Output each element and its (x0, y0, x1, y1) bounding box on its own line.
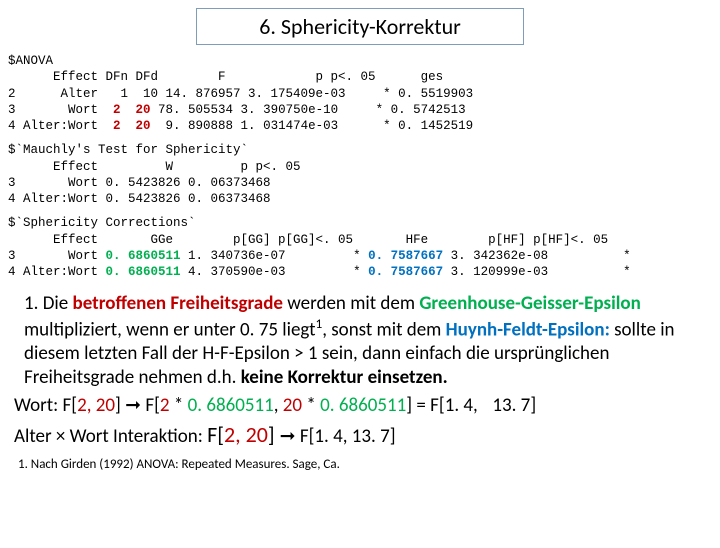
corr-col-header: Effect GGe p[GG] p[GG]<. 05 HFe p[HF] p[… (8, 233, 608, 247)
anova-row-1-lead: 2 Alter 1 10 (8, 87, 166, 101)
corr-row-1-lead: 3 Wort (8, 249, 106, 263)
anova-row-3-lead: 4 Alter:Wort (8, 119, 113, 133)
anova-output-block: $ANOVA Effect DFn DFd F p p<. 05 ges 2 A… (8, 51, 720, 140)
w-d: 2 (160, 394, 174, 417)
i-d: ] (268, 421, 280, 448)
anova-row-2-df: 2 20 (113, 103, 158, 117)
corr-row-1-gge: 0. 6860511 (106, 249, 189, 263)
anova-header: $ANOVA (8, 54, 53, 68)
i-a: Alter × Wort Interaktion: (14, 425, 207, 448)
corr-row-1-end: 3. 342362e-08 * (451, 249, 631, 263)
wort-line: Wort: F[2, 20] ➞ F[2 * 0. 6860511, 20 * … (0, 392, 720, 420)
w-g: , (274, 394, 283, 417)
w-e: * (174, 394, 188, 417)
i-c: 2, 20 (224, 421, 268, 448)
anova-row-1-vals: 14. 876957 3. 175409e-03 * 0. 5519903 (166, 87, 474, 101)
mauchly-col-header: Effect W p p<. 05 (8, 160, 301, 174)
w-a: Wort: F[ (14, 394, 77, 417)
anova-row-3-df: 2 20 (113, 119, 166, 133)
mauchly-row-1: 3 Wort 0. 5423826 0. 06373468 (8, 176, 271, 190)
corr-row-2-lead: 4 Alter:Wort (8, 265, 106, 279)
corr-row-1-hfe: 0. 7587667 (368, 249, 451, 263)
corrections-output-block: $`Sphericity Corrections` Effect GGe p[G… (8, 213, 720, 286)
p1-t1: 1. Die (24, 292, 73, 315)
w-j: 0. 6860511 (320, 394, 406, 417)
w-i: * (306, 394, 320, 417)
w-k: ] = F[1. 4, 13. 7] (406, 394, 536, 417)
i-b: F[ (207, 421, 224, 448)
p1-nokorr: keine Korrektur einsetzen. (241, 366, 448, 389)
explanation-paragraph: 1. Die betroffenen Freiheitsgrade werden… (0, 286, 720, 391)
p1-t3: werden mit dem (287, 292, 419, 315)
mauchly-row-2: 4 Alter:Wort 0. 5423826 0. 06373468 (8, 192, 271, 206)
w-f: 0. 6860511 (188, 394, 274, 417)
mauchly-header: $`Mauchly's Test for Sphericity` (8, 143, 248, 157)
section-title: 6. Sphericity-Korrektur (259, 13, 461, 40)
corr-row-2-end: 3. 120999e-03 * (451, 265, 631, 279)
p1-t6: , sonst mit dem (322, 318, 445, 341)
w-b: 2, 20 (77, 394, 115, 417)
corr-row-1-mid: 1. 340736e-07 * (188, 249, 368, 263)
section-title-box: 6. Sphericity-Korrektur (196, 8, 524, 45)
p1-t5: multipliziert, wenn er unter 0. 75 liegt (24, 318, 315, 341)
corr-row-2-gge: 0. 6860511 (106, 265, 189, 279)
corr-row-2-hfe: 0. 7587667 (368, 265, 451, 279)
p1-betroffene: betroffenen Freiheitsgrade (73, 292, 288, 315)
interaction-line: Alter × Wort Interaktion: F[2, 20] ➞ F[1… (0, 419, 720, 451)
corr-header: $`Sphericity Corrections` (8, 216, 196, 230)
anova-col-header: Effect DFn DFd F p p<. 05 ges (8, 70, 443, 84)
w-h: 20 (283, 394, 307, 417)
p1-huynh: Huynh-Feldt-Epsilon: (446, 318, 614, 341)
anova-row-2-vals: 78. 505534 3. 390750e-10 * 0. 5742513 (158, 103, 466, 117)
i-e: ➞ F[1. 4, 13. 7] (280, 425, 396, 448)
footnote: 1. Nach Girden (1992) ANOVA: Repeated Me… (0, 451, 720, 472)
w-c: ] ➞ F[ (115, 394, 160, 417)
anova-row-3-vals: 9. 890888 1. 031474e-03 * 0. 1452519 (166, 119, 474, 133)
anova-row-2-lead: 3 Wort (8, 103, 113, 117)
corr-row-2-mid: 4. 370590e-03 * (188, 265, 368, 279)
p1-greenhouse: Greenhouse-Geisser-Epsilon (419, 292, 641, 315)
mauchly-output-block: $`Mauchly's Test for Sphericity` Effect … (8, 140, 720, 213)
